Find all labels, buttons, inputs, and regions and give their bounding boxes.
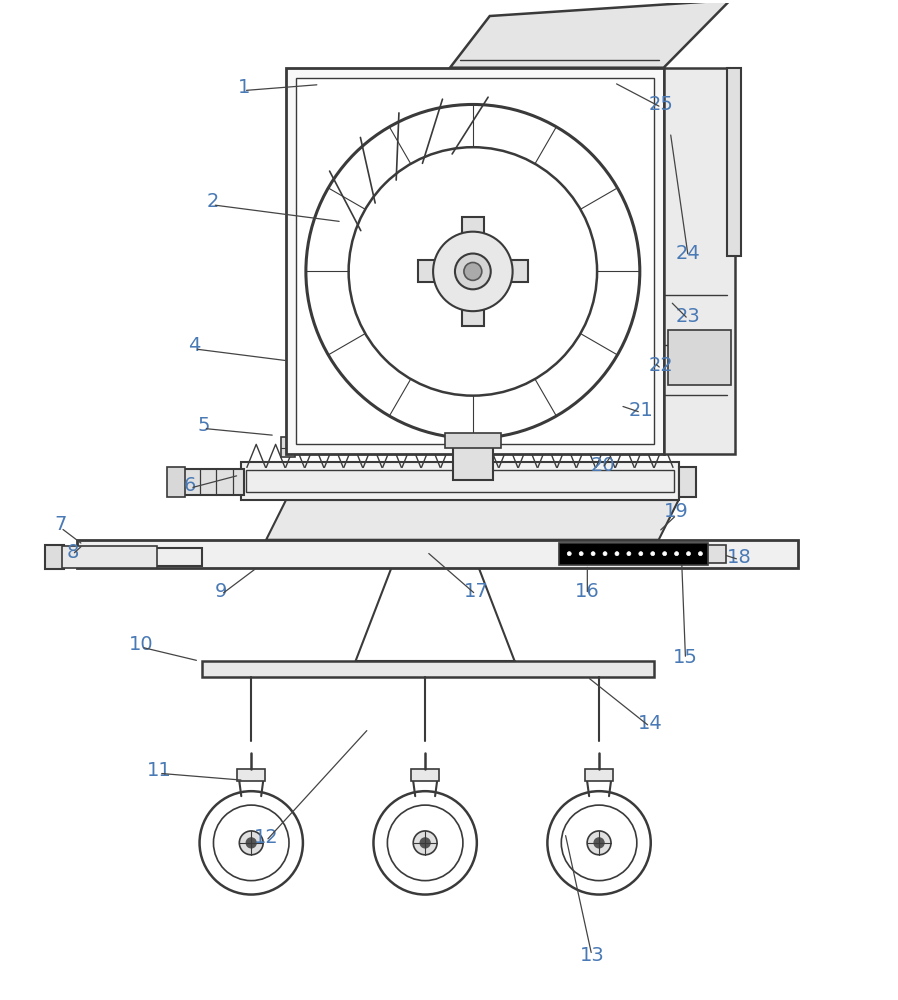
Circle shape (699, 552, 702, 556)
Text: 16: 16 (575, 582, 600, 601)
Bar (242, 462, 679, 500)
Bar (62, 548, 201, 566)
Text: 17: 17 (463, 582, 489, 601)
Circle shape (413, 831, 437, 855)
Circle shape (455, 254, 490, 289)
Text: 21: 21 (629, 401, 653, 420)
Bar (679, 467, 697, 497)
Bar (585, 769, 613, 781)
Bar (411, 769, 439, 781)
Bar (237, 769, 265, 781)
Text: 13: 13 (579, 946, 604, 965)
Text: 10: 10 (128, 635, 154, 654)
Polygon shape (266, 500, 679, 540)
Text: 5: 5 (198, 416, 210, 435)
Text: 22: 22 (649, 356, 674, 375)
Circle shape (603, 552, 607, 556)
Text: 4: 4 (189, 336, 201, 355)
Circle shape (464, 262, 482, 280)
Circle shape (615, 552, 619, 556)
Bar (62, 546, 157, 568)
Bar (709, 545, 726, 563)
Text: 20: 20 (590, 456, 615, 475)
Circle shape (433, 232, 513, 311)
Circle shape (348, 147, 597, 396)
Bar (453, 435, 493, 480)
Circle shape (627, 552, 631, 556)
Text: 23: 23 (676, 307, 700, 326)
Circle shape (663, 552, 666, 556)
Circle shape (306, 104, 639, 438)
Circle shape (638, 552, 643, 556)
Bar (727, 68, 741, 256)
Text: 6: 6 (184, 476, 197, 495)
Bar (418, 260, 527, 282)
Bar (246, 470, 674, 492)
Text: 9: 9 (216, 582, 227, 601)
Text: 25: 25 (649, 95, 674, 114)
Bar (286, 68, 664, 454)
Text: 11: 11 (146, 761, 172, 780)
Text: 7: 7 (55, 515, 67, 534)
Circle shape (246, 838, 256, 848)
Text: 18: 18 (726, 548, 752, 567)
Text: 19: 19 (665, 502, 689, 521)
Circle shape (579, 552, 583, 556)
Text: 1: 1 (238, 78, 250, 97)
Circle shape (687, 552, 691, 556)
Bar (281, 437, 295, 457)
Bar (445, 433, 501, 448)
Text: 15: 15 (674, 648, 698, 667)
Circle shape (594, 838, 604, 848)
Bar (167, 467, 185, 497)
Bar (180, 469, 244, 495)
Polygon shape (450, 0, 730, 68)
Bar (77, 540, 797, 568)
Circle shape (674, 552, 679, 556)
Text: 8: 8 (66, 543, 79, 562)
Circle shape (587, 831, 611, 855)
Text: 2: 2 (207, 192, 219, 211)
Circle shape (420, 838, 430, 848)
Text: 24: 24 (676, 244, 700, 263)
Text: 12: 12 (253, 828, 278, 847)
Bar (296, 78, 654, 444)
Bar (667, 330, 731, 385)
Bar (664, 68, 735, 454)
Circle shape (239, 831, 263, 855)
Bar (45, 545, 65, 569)
Circle shape (568, 552, 571, 556)
Bar (201, 661, 654, 677)
Bar (559, 543, 709, 565)
Text: 14: 14 (638, 714, 662, 733)
Circle shape (651, 552, 655, 556)
Circle shape (591, 552, 595, 556)
Bar (462, 217, 484, 326)
